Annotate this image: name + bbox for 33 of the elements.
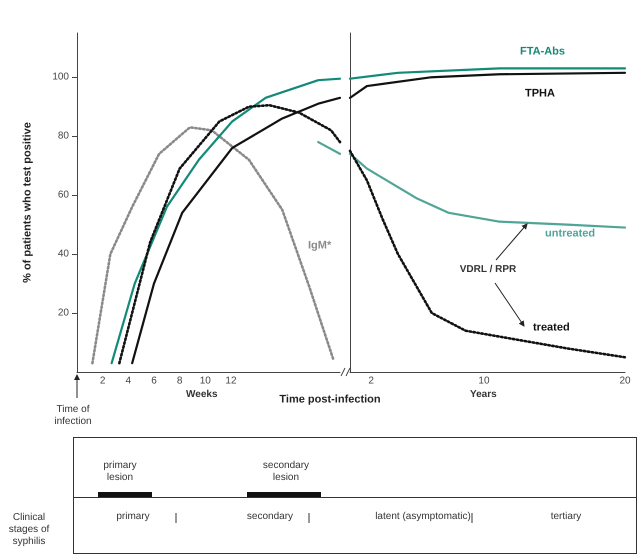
y-tick-label: 80 [58, 130, 70, 142]
x-tick-label: 8 [176, 376, 183, 386]
text: tertiary [550, 511, 582, 523]
text: secondary [246, 511, 294, 523]
x-tick-label: 20 [619, 376, 631, 386]
series-label: FTA-Abs [520, 46, 566, 58]
y-tick-label: 20 [58, 308, 70, 319]
series-label: IgM* [308, 240, 332, 252]
text: primary lesion [102, 460, 138, 484]
series-label: untreated [545, 228, 596, 240]
annotation: VDRL / RPR [458, 264, 518, 276]
text: Time of infection [53, 404, 93, 428]
x-tick-label: 10 [200, 376, 212, 386]
x-tick-label: 2 [100, 376, 106, 386]
x-tick-label: 2 [368, 376, 374, 386]
text: latent (asymptomatic) [374, 511, 472, 523]
y-axis-title: % of patients who test positive [22, 122, 34, 283]
y-tick-label: 40 [58, 248, 70, 260]
y-tick-label: 60 [58, 190, 70, 201]
x-tick-label: 10 [478, 376, 490, 386]
text: secondary lesion [262, 460, 310, 484]
x-tick-label: 6 [151, 376, 158, 386]
x-tick-label: 12 [225, 376, 237, 386]
series-label: TPHA [525, 88, 555, 100]
y-tick-label: 100 [52, 72, 70, 83]
text: Weeks [186, 389, 219, 401]
text: Years [470, 389, 498, 401]
x-tick-label: 4 [126, 376, 132, 386]
series-label: treated [533, 322, 570, 334]
x-axis-title: Time post-infection [279, 394, 381, 406]
text: Clinical stages of syphilis [8, 512, 50, 548]
line-series [91, 126, 335, 364]
text: primary [115, 511, 151, 523]
